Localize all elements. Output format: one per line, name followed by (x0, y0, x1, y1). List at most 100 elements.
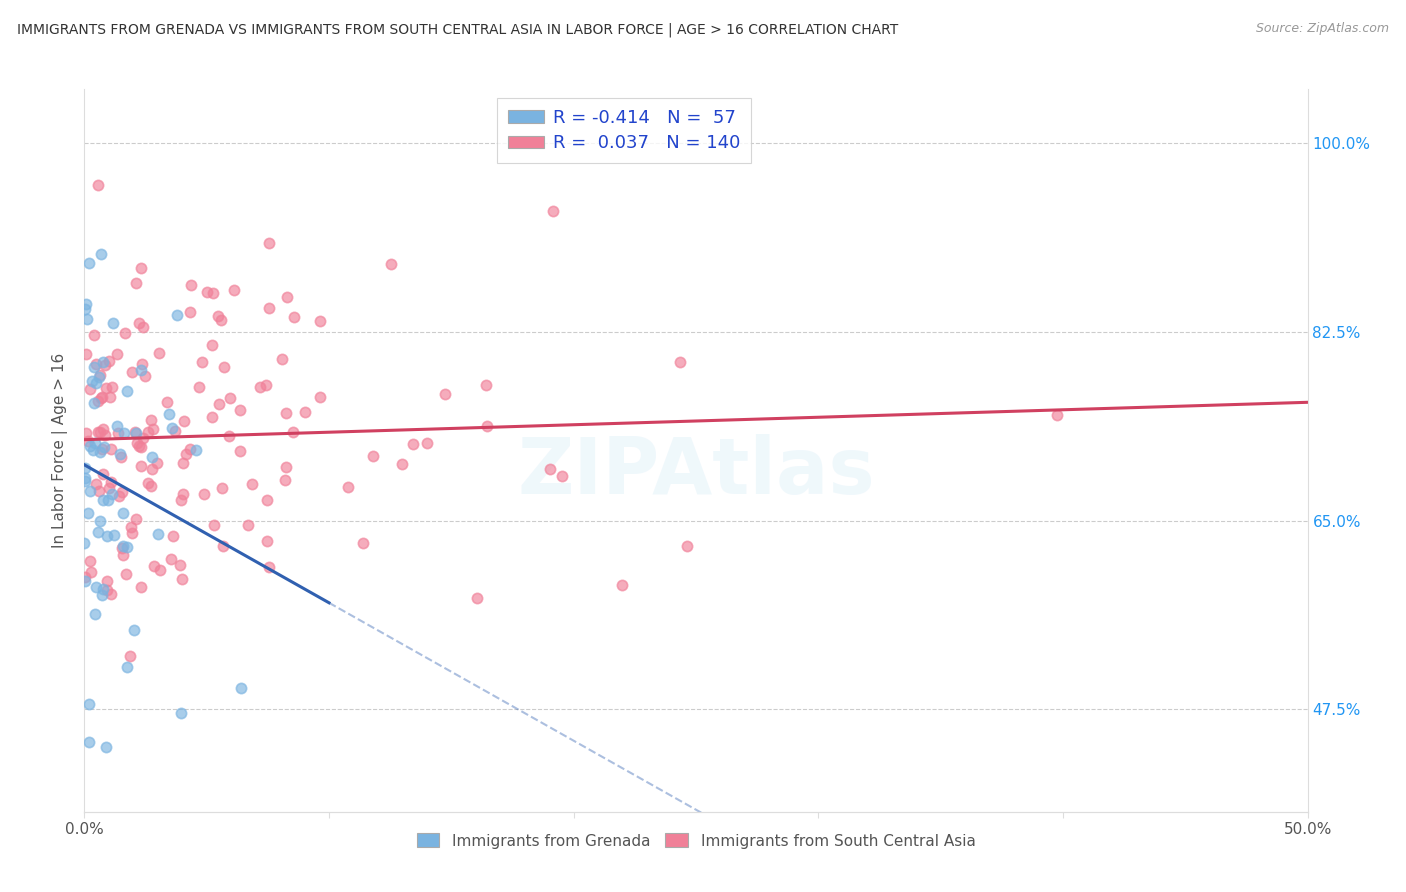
Point (90, 391, 112, 405)
Point (103, 528, 125, 542)
Point (131, 432, 153, 446)
Point (465, 591, 488, 605)
Point (110, 450, 132, 465)
Point (128, 316, 150, 330)
Point (114, 326, 136, 340)
Point (142, 421, 165, 435)
Point (83, 327, 105, 342)
Point (222, 283, 245, 297)
Point (136, 476, 159, 491)
Point (294, 405, 316, 419)
Point (112, 539, 135, 553)
Point (274, 460, 297, 475)
Point (166, 308, 188, 322)
Point (124, 277, 146, 291)
Point (129, 363, 152, 377)
Point (131, 357, 153, 371)
Point (110, 485, 132, 500)
Point (249, 380, 271, 394)
Y-axis label: In Labor Force | Age > 16: In Labor Force | Age > 16 (52, 353, 69, 548)
Point (162, 529, 184, 543)
Point (380, 257, 402, 271)
Point (202, 286, 225, 301)
Point (111, 548, 134, 562)
Point (107, 425, 129, 440)
Point (84, 376, 107, 391)
Point (352, 536, 374, 550)
Point (172, 572, 194, 586)
Point (257, 235, 280, 250)
Point (73, 302, 96, 317)
Point (401, 437, 423, 451)
Point (308, 390, 330, 404)
Point (186, 442, 208, 457)
Point (77, 735, 100, 749)
Point (125, 512, 148, 526)
Point (141, 462, 163, 476)
Point (75, 570, 97, 584)
Point (83, 359, 105, 374)
Point (122, 623, 145, 637)
Point (188, 379, 211, 393)
Point (114, 566, 136, 581)
Point (73, 461, 96, 475)
Point (129, 580, 152, 594)
Point (156, 394, 179, 409)
Point (93, 441, 115, 455)
Point (136, 425, 159, 439)
Point (86, 580, 108, 594)
Point (101, 380, 124, 394)
Point (229, 681, 252, 695)
Point (361, 449, 384, 463)
Point (134, 368, 156, 383)
Point (111, 541, 134, 555)
Point (170, 492, 193, 507)
Point (112, 425, 135, 440)
Point (179, 305, 201, 319)
Point (146, 526, 169, 541)
Point (96, 583, 118, 598)
Point (79, 483, 101, 498)
Point (120, 520, 142, 534)
Point (141, 479, 163, 493)
Point (89, 369, 111, 384)
Point (256, 533, 278, 548)
Point (201, 410, 224, 425)
Point (84, 436, 107, 450)
Point (115, 660, 138, 674)
Point (124, 426, 146, 441)
Point (254, 378, 277, 392)
Point (212, 359, 235, 374)
Point (180, 278, 202, 293)
Point (129, 260, 152, 275)
Point (83, 607, 105, 622)
Point (309, 313, 332, 327)
Point (218, 391, 240, 405)
Point (90, 247, 112, 261)
Point (1046, 408, 1069, 422)
Point (100, 475, 122, 489)
Point (94, 358, 117, 372)
Point (236, 518, 259, 533)
Point (124, 425, 146, 439)
Point (89, 445, 111, 459)
Point (475, 418, 498, 433)
Point (159, 552, 181, 566)
Text: ZIPAtlas: ZIPAtlas (517, 434, 875, 510)
Point (149, 563, 172, 577)
Point (91, 588, 114, 602)
Point (538, 462, 561, 476)
Point (141, 450, 163, 465)
Point (100, 487, 122, 501)
Point (80, 374, 103, 388)
Point (87, 525, 110, 540)
Point (96, 574, 118, 588)
Point (162, 420, 184, 434)
Point (193, 487, 215, 501)
Point (91, 354, 114, 368)
Point (218, 428, 240, 442)
Point (172, 487, 194, 501)
Point (101, 316, 124, 330)
Point (174, 448, 197, 462)
Point (108, 447, 131, 461)
